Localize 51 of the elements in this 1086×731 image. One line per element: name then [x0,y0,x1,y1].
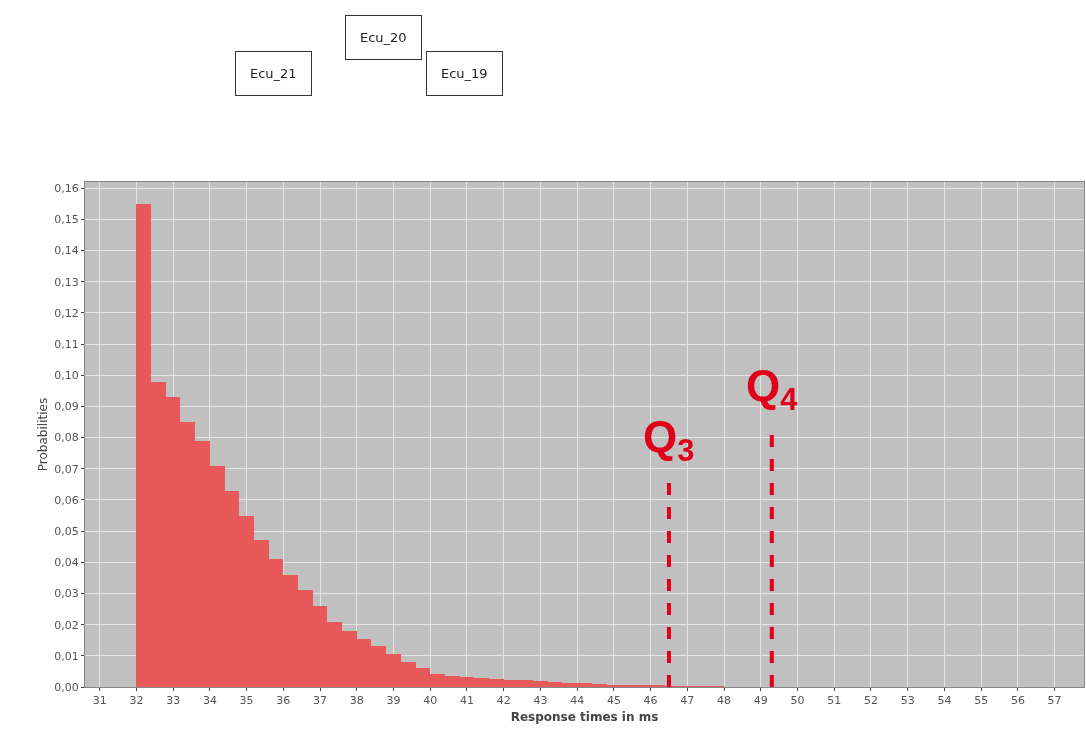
y-tick-label: 0,10 [54,369,79,383]
x-tick-label: 51 [827,694,842,708]
x-tick-label: 37 [313,694,328,708]
ref-line-label: Q$_{3}$ [643,412,695,469]
x-tick-label: 31 [92,694,107,708]
x-tick-label: 40 [423,694,438,708]
y-tick-label: 0,14 [54,244,79,258]
text: Ecu_21 [250,66,297,81]
x-tick-label: 55 [974,694,989,708]
y-tick-label: 0,00 [54,680,79,694]
x-tick-label: 44 [570,694,585,708]
x-tick-label: 53 [900,694,915,708]
y-tick-label: 0,11 [54,337,79,351]
x-tick-label: 54 [937,694,952,708]
x-axis-title: Response times in ms [510,710,659,725]
x-tick-label: 45 [606,694,621,708]
x-tick-label: 33 [166,694,181,708]
x-tick-label: 57 [1047,694,1062,708]
x-tick-label: 50 [790,694,805,708]
y-tick-label: 0,06 [54,493,79,507]
y-tick-label: 0,08 [54,431,79,445]
x-tick-label: 34 [202,694,217,708]
x-tick-label: 56 [1010,694,1025,708]
y-tick-label: 0,01 [54,649,79,663]
y-tick-label: 0,13 [54,275,79,289]
y-axis-title: Probabilities [35,397,50,472]
y-tick-label: 0,03 [54,587,79,601]
x-tick-label: 41 [459,694,474,708]
x-tick-label: 35 [239,694,254,708]
y-tick-label: 0,04 [54,556,79,570]
y-tick-label: 0,07 [54,462,79,476]
x-tick-label: 49 [753,694,768,708]
y-tick-label: 0,09 [54,400,79,414]
text: Ecu_20 [360,30,407,45]
y-tick-label: 0,12 [54,306,79,320]
ref-line-label: Q$_{4}$ [746,361,798,418]
y-tick-label: 0,05 [54,524,79,538]
y-tick-label: 0,15 [54,213,79,227]
x-tick-label: 52 [863,694,878,708]
y-tick-label: 0,16 [54,182,79,196]
x-tick-label: 36 [276,694,291,708]
x-tick-label: 48 [717,694,732,708]
text: Ecu_19 [441,66,488,81]
x-tick-label: 46 [643,694,658,708]
x-tick-label: 32 [129,694,144,708]
x-tick-label: 47 [680,694,695,708]
x-tick-label: 42 [496,694,511,708]
y-tick-label: 0,02 [54,618,79,632]
x-tick-label: 38 [349,694,364,708]
x-tick-label: 43 [533,694,548,708]
x-tick-label: 39 [386,694,401,708]
